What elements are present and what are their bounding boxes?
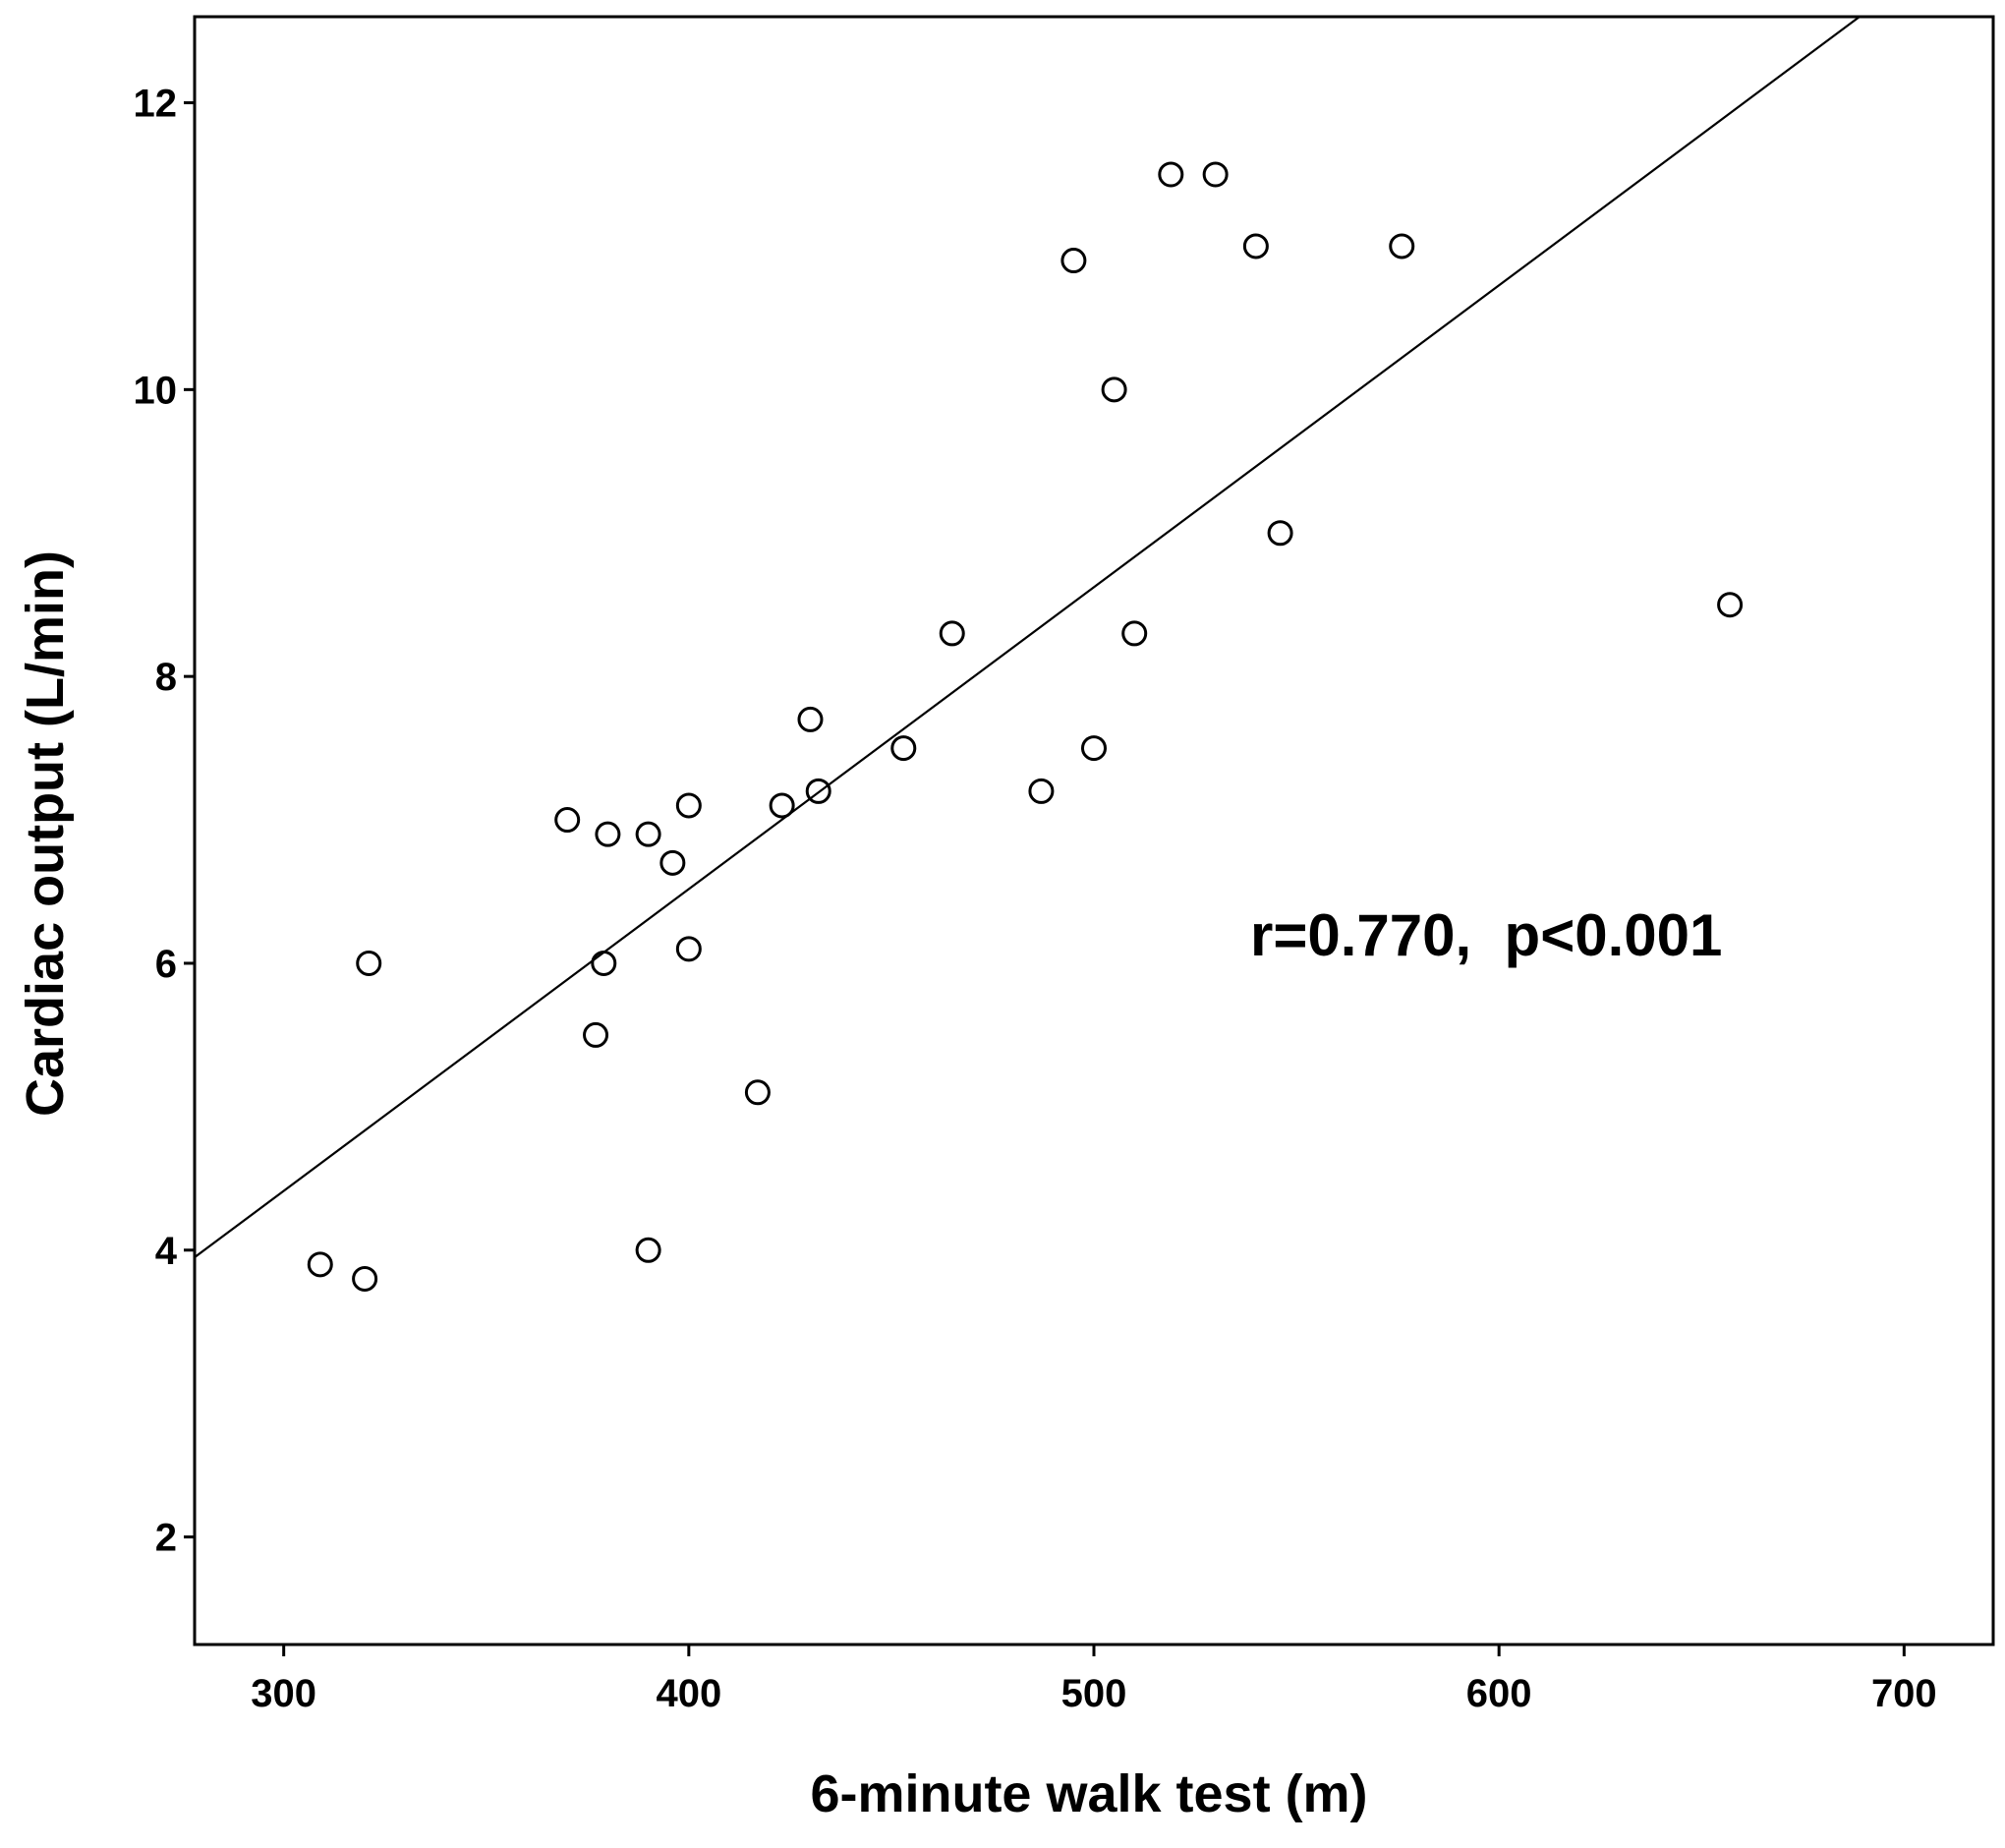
y-tick-label: 8 — [155, 656, 177, 699]
data-point — [1028, 778, 1055, 804]
data-point — [1121, 620, 1148, 647]
x-tick-label: 500 — [1061, 1672, 1127, 1715]
y-axis: 2 4 6 8 10 12 — [134, 83, 195, 1560]
y-axis-title: Cardiac output (L/min) — [16, 550, 75, 1117]
data-point — [352, 1265, 378, 1292]
data-point — [1267, 520, 1293, 547]
y-tick-label: 10 — [134, 369, 178, 412]
data-point — [635, 821, 661, 847]
data-point — [1060, 248, 1087, 274]
regression-line — [194, 16, 1861, 1258]
plot-frame — [193, 15, 1995, 1646]
y-tick-label: 2 — [155, 1517, 177, 1560]
data-point — [797, 706, 824, 732]
data-point — [307, 1251, 333, 1278]
data-points — [307, 161, 1744, 1292]
data-point — [591, 950, 617, 976]
data-point — [939, 620, 965, 647]
x-axis-title: 6-minute walk test (m) — [810, 1764, 1367, 1823]
correlation-annotation: r=0.770, p<0.001 — [1250, 902, 1722, 968]
x-tick-label: 300 — [251, 1672, 316, 1715]
data-point — [744, 1079, 771, 1106]
data-point — [659, 849, 686, 876]
data-point — [675, 936, 702, 962]
data-point — [675, 792, 702, 819]
regression-line-layer — [194, 16, 1861, 1258]
x-tick-label: 400 — [656, 1672, 721, 1715]
data-point — [554, 807, 581, 834]
data-point — [769, 792, 795, 819]
data-point — [1717, 592, 1744, 618]
y-tick-label: 12 — [134, 83, 178, 126]
x-tick-label: 600 — [1466, 1672, 1532, 1715]
data-point — [890, 735, 917, 762]
data-point — [635, 1237, 661, 1263]
x-axis: 300 400 500 600 700 — [251, 1645, 1937, 1715]
data-point — [1242, 233, 1269, 260]
data-point — [1389, 233, 1415, 260]
x-tick-label: 700 — [1871, 1672, 1937, 1715]
data-point — [583, 1021, 609, 1048]
plot-border — [193, 15, 1995, 1646]
data-point — [805, 778, 831, 804]
data-point — [356, 950, 382, 976]
data-point — [1158, 161, 1184, 188]
y-tick-label: 4 — [155, 1230, 178, 1273]
y-tick-label: 6 — [155, 943, 177, 986]
data-point — [595, 821, 621, 847]
data-point — [1202, 161, 1229, 188]
data-point — [1081, 735, 1107, 762]
data-point — [1101, 376, 1127, 403]
